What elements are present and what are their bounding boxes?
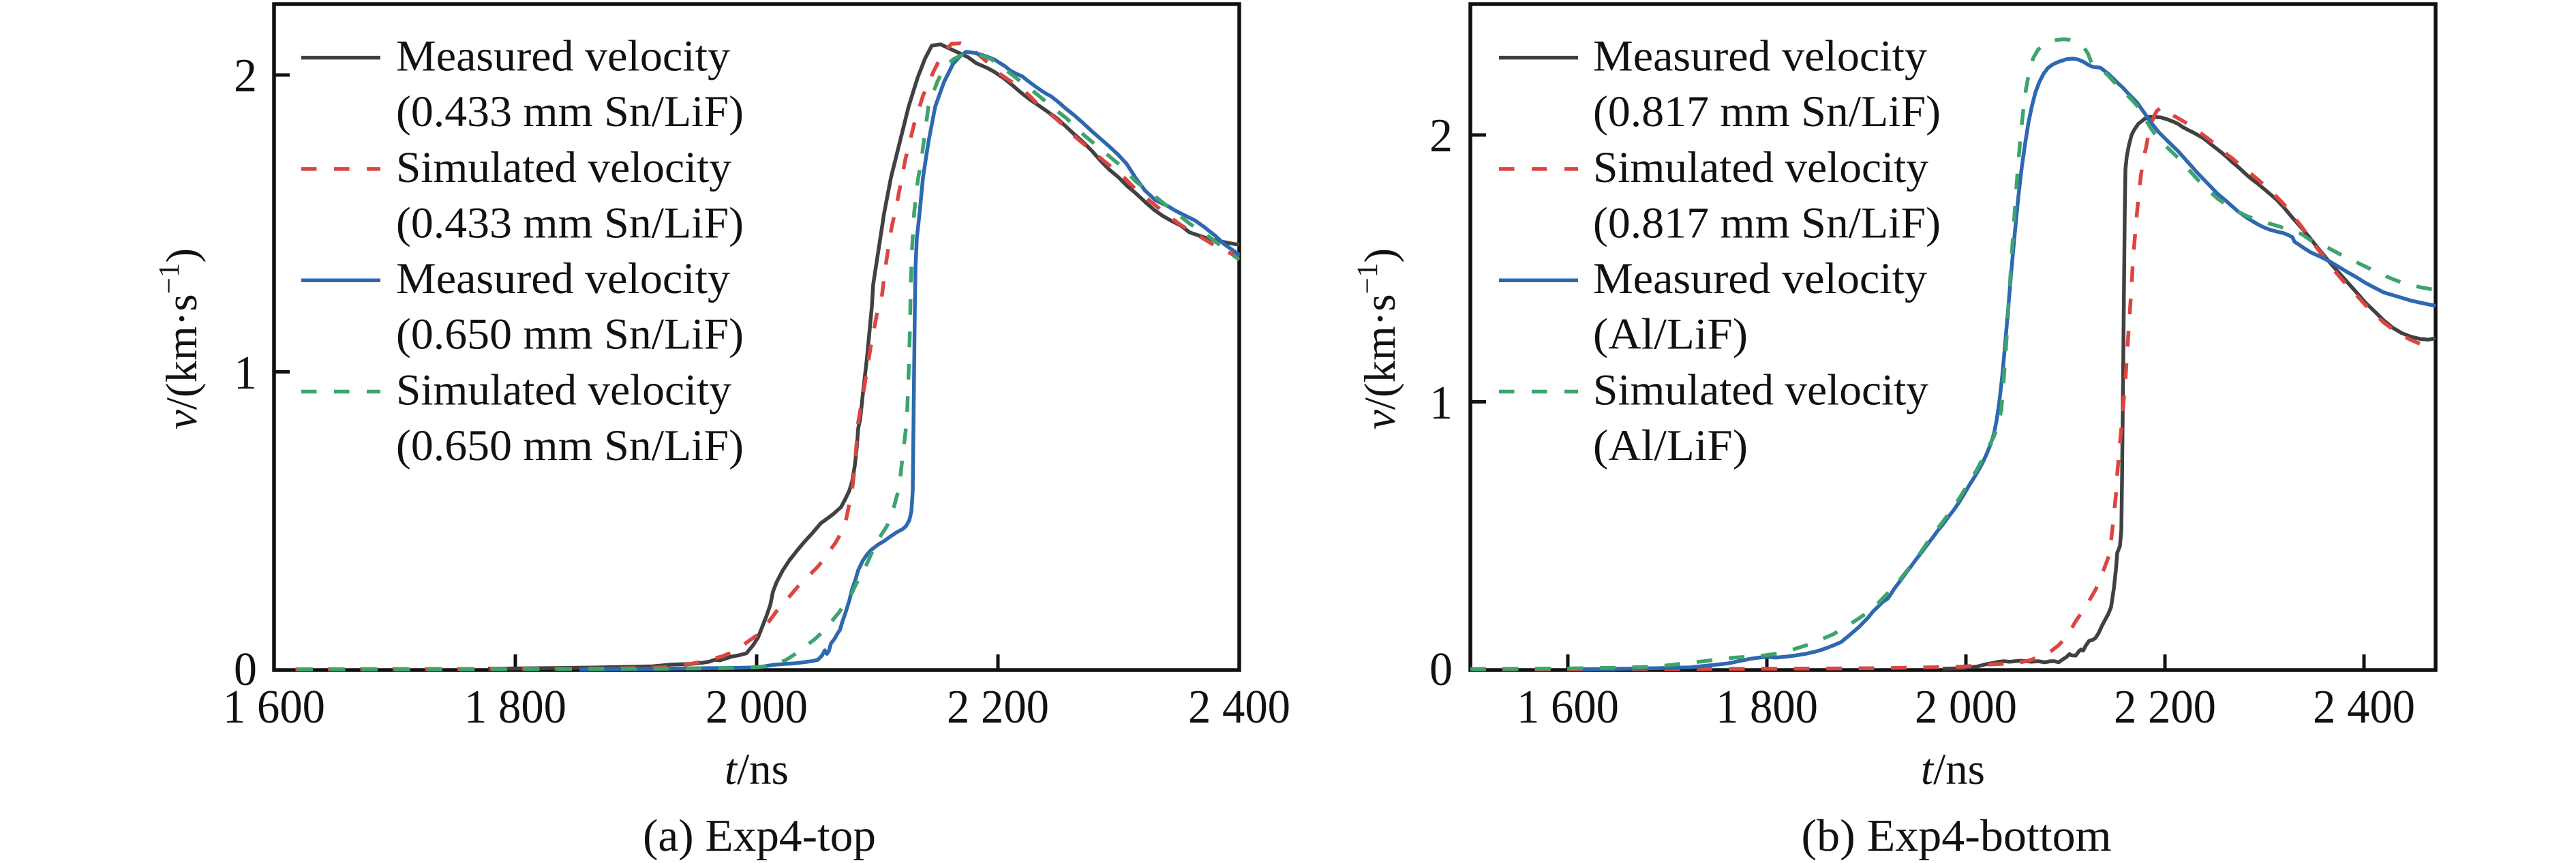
svg-text:2 000: 2 000 [1915, 681, 2017, 733]
svg-text:Simulated velocity: Simulated velocity [1593, 143, 1928, 192]
svg-text:(a) Exp4-top: (a) Exp4-top [643, 811, 876, 861]
svg-text:1: 1 [234, 347, 257, 399]
svg-text:(0.817 mm Sn/LiF): (0.817 mm Sn/LiF) [1593, 87, 1941, 136]
svg-text:2 200: 2 200 [947, 681, 1049, 733]
svg-text:(0.433 mm Sn/LiF): (0.433 mm Sn/LiF) [396, 87, 744, 136]
svg-text:0: 0 [1429, 644, 1453, 696]
svg-text:0: 0 [234, 644, 257, 696]
svg-text:Simulated velocity: Simulated velocity [396, 143, 731, 192]
svg-text:1 600: 1 600 [1517, 681, 1619, 733]
svg-text:1: 1 [1429, 377, 1453, 429]
svg-text:2 400: 2 400 [2313, 681, 2415, 733]
svg-text:t/ns: t/ns [1921, 745, 1985, 794]
svg-text:Measured velocity: Measured velocity [1593, 32, 1928, 81]
svg-text:Measured velocity: Measured velocity [396, 32, 731, 81]
svg-text:2 200: 2 200 [2114, 681, 2216, 733]
svg-text:Simulated velocity: Simulated velocity [396, 365, 731, 414]
svg-text:(Al/LiF): (Al/LiF) [1593, 421, 1748, 470]
svg-text:(b) Exp4-bottom: (b) Exp4-bottom [1802, 811, 2112, 861]
svg-text:2: 2 [234, 50, 257, 102]
svg-text:(0.650 mm Sn/LiF): (0.650 mm Sn/LiF) [396, 310, 744, 359]
svg-text:1 800: 1 800 [464, 681, 566, 733]
svg-text:2 400: 2 400 [1188, 681, 1290, 733]
svg-text:(0.650 mm Sn/LiF): (0.650 mm Sn/LiF) [396, 421, 744, 470]
svg-text:2 000: 2 000 [706, 681, 808, 733]
svg-text:Simulated velocity: Simulated velocity [1593, 365, 1928, 414]
svg-text:1 800: 1 800 [1716, 681, 1818, 733]
svg-text:t/ns: t/ns [725, 745, 789, 794]
svg-text:(0.817 mm Sn/LiF): (0.817 mm Sn/LiF) [1593, 198, 1941, 247]
svg-text:Measured velocity: Measured velocity [1593, 254, 1928, 303]
svg-text:1 600: 1 600 [223, 681, 325, 733]
svg-text:(0.433 mm Sn/LiF): (0.433 mm Sn/LiF) [396, 198, 744, 247]
svg-text:2: 2 [1429, 110, 1453, 162]
svg-text:(Al/LiF): (Al/LiF) [1593, 310, 1748, 359]
svg-text:Measured velocity: Measured velocity [396, 254, 731, 303]
